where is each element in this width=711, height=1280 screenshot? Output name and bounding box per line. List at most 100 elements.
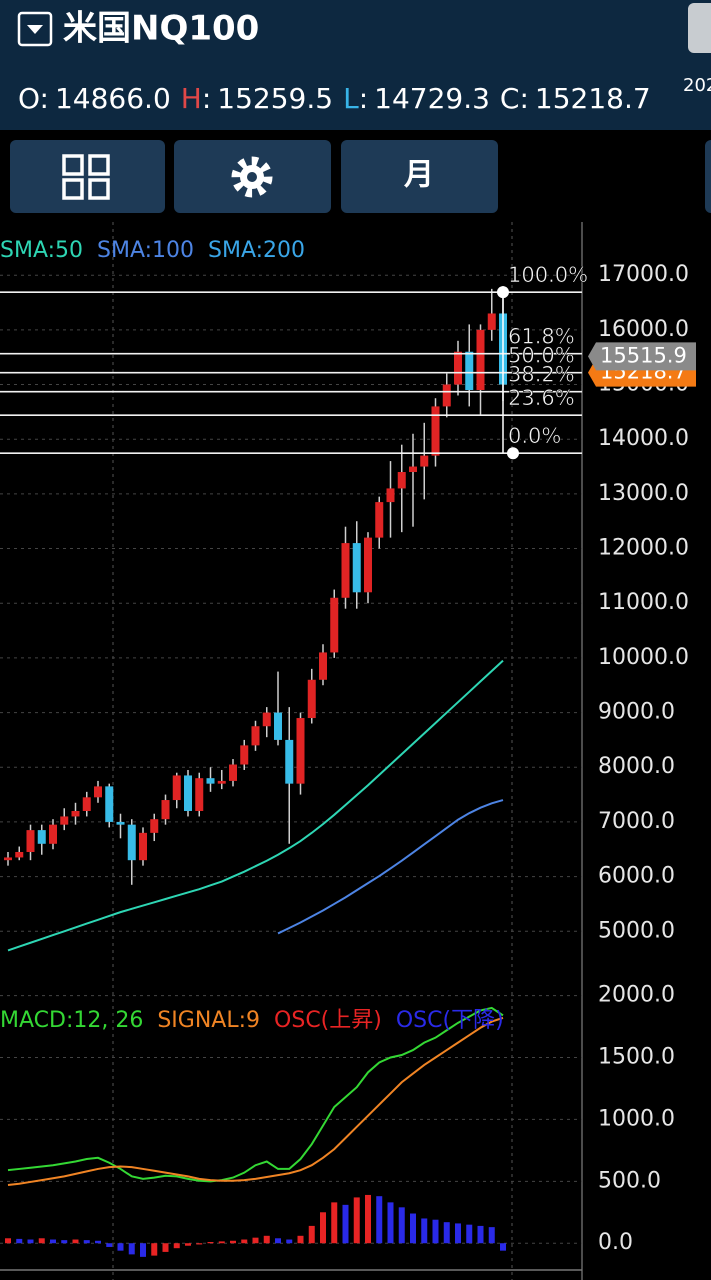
y-tick-label: 0.0: [598, 1230, 633, 1255]
y-tick-label: 10000.0: [598, 645, 689, 670]
osc-bar: [196, 1243, 203, 1245]
candle-body: [71, 810, 80, 817]
osc-bar: [27, 1239, 34, 1244]
osc-bar: [331, 1202, 338, 1244]
price-tag: [588, 342, 696, 371]
candle-body: [251, 726, 260, 746]
y-tick-label: 9000.0: [598, 700, 675, 725]
ohlc-key: H: [181, 82, 202, 115]
candle-body: [184, 775, 192, 811]
candle-body: [116, 821, 125, 825]
y-tick-label: 11000.0: [598, 590, 689, 615]
fib-label: 23.6%: [508, 386, 575, 410]
osc-bar: [128, 1243, 135, 1255]
candle-body: [37, 830, 46, 844]
osc-bar: [151, 1243, 158, 1256]
osc-bar: [5, 1238, 11, 1244]
legend-entry: OSC(上昇): [274, 1008, 382, 1033]
candle-body: [465, 351, 474, 391]
settings-button[interactable]: [174, 140, 331, 213]
candle-body: [296, 718, 305, 784]
price-tag-label: 15515.9: [600, 343, 687, 367]
candle-body: [127, 824, 136, 861]
osc-bar: [38, 1238, 45, 1244]
ohlc-key: L: [343, 82, 359, 115]
dropdown-button[interactable]: [17, 11, 53, 47]
osc-bar: [466, 1224, 473, 1244]
candle-body: [341, 543, 350, 598]
osc-bar: [275, 1238, 281, 1244]
osc-bar: [117, 1243, 124, 1251]
fib-label: 38.2%: [508, 363, 575, 387]
icon-cell: [62, 154, 84, 176]
y-tick-label: 6000.0: [598, 864, 675, 889]
candle-body: [150, 819, 159, 833]
y-tick-label: 14000.0: [598, 426, 689, 451]
candle-body: [397, 472, 406, 489]
ohlc-separator: :: [40, 82, 49, 115]
candle-body: [454, 351, 462, 385]
instrument-title: 米国NQ100: [63, 9, 259, 49]
ohlc-separator: :: [202, 82, 211, 115]
dropdown-frame: [17, 11, 53, 47]
candle-body: [375, 502, 384, 538]
chart-layer: 5000.0 6000.0 7000.0 8000.0 9000.0 10000.0 110…: [0, 238, 696, 1257]
osc-bar: [500, 1243, 506, 1251]
candle-body: [285, 739, 294, 784]
dropdown-arrow: [27, 25, 43, 34]
candle-body: [195, 778, 204, 811]
legend-entry: SIGNAL:9: [157, 1008, 260, 1033]
osc-bar: [173, 1243, 180, 1249]
icon-cell: [62, 178, 84, 200]
fib-anchor: [507, 447, 519, 460]
fib-label: 50.0%: [508, 344, 575, 368]
candle-body: [217, 780, 226, 784]
legend-entry: OSC(下降): [396, 1008, 504, 1033]
ohlc-value: 15259.5: [217, 82, 333, 115]
icon-cell: [88, 178, 110, 200]
ohlc-row: O: 14866.0 H: 15259.5 L: 14729.3 C: 15218.7: [18, 82, 651, 115]
grid-button[interactable]: [10, 140, 165, 213]
y-tick-label: 7000.0: [598, 809, 675, 834]
osc-bar: [421, 1218, 428, 1244]
candle-body: [262, 712, 271, 727]
osc-bar: [488, 1227, 495, 1244]
fib-label: 100.0%: [508, 263, 588, 287]
candle-body: [364, 537, 372, 593]
macd-line: [7, 1006, 504, 1183]
osc-bar: [286, 1239, 293, 1244]
osc-bar: [106, 1243, 113, 1247]
osc-bar: [207, 1241, 214, 1244]
candle-body: [307, 679, 316, 719]
ohlc-separator: :: [359, 82, 368, 115]
candle-body: [161, 800, 170, 820]
fib-label: 0.0%: [508, 424, 561, 448]
osc-bar: [16, 1238, 23, 1244]
macd-line: [7, 1016, 504, 1187]
clipped-button[interactable]: [705, 140, 711, 213]
clipped-date: 202: [683, 75, 711, 96]
candle-body: [274, 712, 282, 740]
osc-bar: [455, 1223, 461, 1244]
top-right-button[interactable]: [688, 3, 711, 53]
ohlc-value: 14729.3: [374, 82, 490, 115]
legend-entry: SMA:200: [208, 238, 305, 263]
osc-bar: [297, 1235, 304, 1244]
candle-body: [139, 832, 147, 861]
ohlc-key: C: [500, 82, 520, 115]
candle-body: [431, 406, 440, 456]
osc-bar: [308, 1225, 315, 1244]
ohlc-key: O: [18, 82, 40, 115]
y-tick-label: 1000.0: [598, 1106, 675, 1131]
icon-cell: [88, 154, 110, 176]
osc-bar: [387, 1202, 394, 1244]
y-tick-label: 13000.0: [598, 481, 689, 506]
period-button[interactable]: 月: [341, 140, 498, 213]
candle-body: [330, 597, 339, 653]
candle-body: [386, 488, 395, 503]
osc-bar: [477, 1225, 484, 1244]
candle-body: [409, 466, 417, 473]
fib-label: 61.8%: [508, 325, 575, 349]
candle-body: [240, 745, 249, 765]
